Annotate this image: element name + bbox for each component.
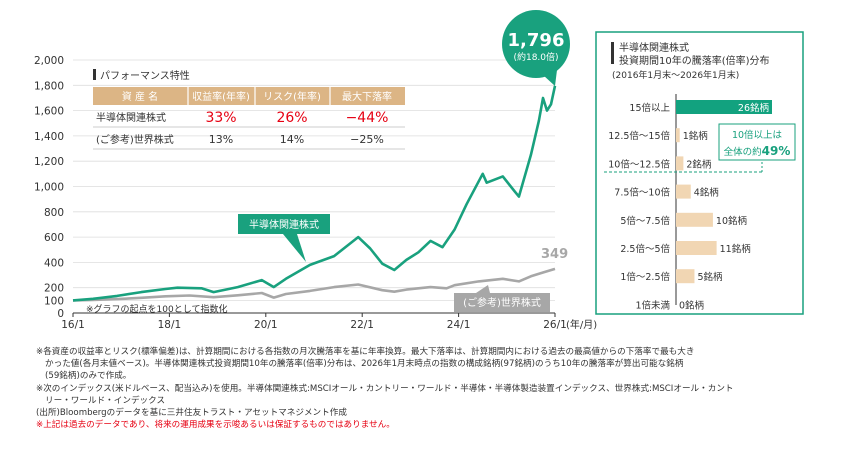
y-tick-label: 0 [57, 308, 64, 320]
footnote-1c: (59銘柄)のみで作成。 [45, 371, 132, 382]
series-line-world [72, 267, 556, 302]
final-value-circle [502, 10, 570, 78]
callout-line1: 10倍以上は [732, 129, 783, 141]
table-col-drawdown: 最大下落率 [342, 90, 392, 103]
y-tick-label: 1,200 [34, 156, 64, 168]
base-note: ※グラフの起点を100として指数化 [86, 303, 227, 315]
table-col-risk: リスク(年率) [263, 90, 321, 103]
footnotes: ※各資産の収益率とリスク(標準偏差)は、計算期間における各指数の月次騰落率を基に… [36, 346, 806, 431]
distribution-bar [676, 156, 684, 171]
callout-percent: 49% [762, 144, 791, 158]
world-label-pointer [476, 285, 490, 293]
y-tick-label: 1,800 [34, 80, 64, 92]
distribution-value-label: 5銘柄 [697, 271, 722, 283]
table-row-world-risk: 14% [280, 133, 304, 146]
distribution-title-line1: 半導体関連株式 [619, 41, 689, 54]
final-value-bubble: 1,796 (約18.0倍) [502, 10, 570, 86]
table-row-semi-drawdown: −44% [346, 110, 389, 126]
footnote-1a: ※各資産の収益率とリスク(標準偏差)は、計算期間における各指数の月次騰落率を基に… [36, 347, 695, 357]
distribution-value-label: 4銘柄 [694, 187, 719, 199]
distribution-title-marker [611, 42, 614, 64]
distribution-category-label: 1倍未満 [635, 299, 670, 311]
performance-heading: パフォーマンス特性 [100, 69, 190, 82]
table-row-semi-name: 半導体関連株式 [96, 111, 166, 124]
x-axis-ticks: 16/1 18/1 20/1 22/1 24/1 26/1 [61, 313, 567, 331]
distribution-bars: 15倍以上 26銘柄 12.5倍〜15倍 1銘柄 10倍〜12.5倍 2銘柄 7.5倍〜10… [608, 100, 772, 311]
final-value-multiple: (約18.0倍) [513, 51, 558, 63]
world-final-value: 349 [541, 247, 568, 262]
distribution-category-label: 12.5倍〜15倍 [608, 130, 670, 142]
distribution-bar [676, 184, 691, 199]
world-series-label: (ご参考)世界株式 [454, 285, 550, 312]
distribution-value-label: 2銘柄 [686, 158, 711, 170]
y-axis-ticks: 2,000 1,800 1,600 1,400 1,200 1,000 800 600 400 2… [34, 55, 64, 320]
line-chart: 2,000 1,800 1,600 1,400 1,200 1,000 800 600 400 2… [34, 10, 804, 331]
table-row-world-drawdown: −25% [350, 133, 384, 146]
distribution-value-label: 0銘柄 [679, 299, 704, 311]
distribution-panel: 半導体関連株式 投資期間10年の騰落率(倍率)分布 (2016年1月末〜2026… [595, 31, 804, 315]
distribution-title-line2: 投資期間10年の騰落率(倍率)分布 [619, 54, 770, 67]
callout-line2-prefix: 全体の約 [724, 146, 762, 158]
semi-series-label: 半導体関連株式 [238, 214, 330, 262]
distribution-value-label: 10銘柄 [716, 215, 747, 227]
distribution-subtitle: (2016年1月末〜2026年1月末) [612, 69, 739, 81]
distribution-category-label: 1倍〜2.5倍 [620, 271, 670, 283]
x-tick-label: 22/1 [350, 319, 374, 331]
y-tick-label: 1,400 [34, 131, 64, 143]
x-tick-label: 26/1 [543, 319, 567, 331]
distribution-bar [676, 241, 717, 255]
semi-label-box [238, 214, 330, 234]
footnote-2a: ※次のインデックス(米ドルベース、配当込み)を使用。半導体関連株式:MSCIオー… [36, 383, 734, 394]
distribution-category-label: 10倍〜12.5倍 [608, 158, 670, 170]
y-tick-label: 600 [44, 232, 64, 244]
footnote-disclaimer: ※上記は過去のデータであり、将来の運用成果を示唆あるいは保証するものではありませ… [36, 420, 395, 431]
distribution-value-label: 11銘柄 [720, 243, 751, 255]
y-tick-label: 800 [44, 207, 64, 219]
semi-label-pointer [283, 234, 306, 262]
distribution-bar [676, 269, 695, 284]
final-value-pointer [543, 70, 557, 86]
table-row-semi-risk: 26% [276, 110, 307, 126]
distribution-value-label: 1銘柄 [683, 130, 708, 142]
table-col-asset: 資 産 名 [122, 90, 158, 103]
world-label-box [454, 293, 550, 312]
distribution-category-label: 2.5倍〜5倍 [620, 243, 670, 255]
y-tick-label: 1,600 [34, 106, 64, 118]
callout-box [718, 123, 796, 161]
distribution-category-label: 7.5倍〜10倍 [614, 187, 670, 199]
footnote-2b: リー・ワールド・インデックス [45, 395, 166, 406]
callout-line2: 全体の約49% [724, 144, 791, 158]
y-tick-label: 200 [44, 283, 64, 295]
world-label-text: (ご参考)世界株式 [463, 296, 541, 309]
semi-label-text: 半導体関連株式 [249, 218, 319, 231]
distribution-value-label: 26銘柄 [738, 102, 769, 114]
x-tick-label: 20/1 [254, 319, 278, 331]
table-row-semi-return: 33% [205, 110, 236, 126]
distribution-category-label: 5倍〜7.5倍 [620, 215, 670, 227]
table-row-world-return: 13% [209, 133, 233, 146]
y-tick-label: 1,000 [34, 182, 64, 194]
x-tick-label: 18/1 [158, 319, 182, 331]
table-col-return: 収益率(年率) [192, 90, 250, 103]
y-tick-label: 400 [44, 257, 64, 269]
y-tick-label: 2,000 [34, 55, 64, 67]
x-tick-label: 24/1 [447, 319, 471, 331]
final-value-number: 1,796 [508, 30, 565, 51]
x-tick-label: 16/1 [61, 319, 85, 331]
distribution-bar [676, 212, 713, 227]
distribution-bar [676, 100, 772, 114]
series-line-semiconductor [72, 85, 557, 302]
distribution-bar [676, 128, 680, 143]
distribution-panel-border [595, 31, 804, 315]
footnote-source: (出所)Bloombergのデータを基に三井住友トラスト・アセットマネジメント作… [36, 408, 347, 419]
table-row-world-name: (ご参考)世界株式 [96, 133, 174, 146]
table-header-bg [93, 87, 405, 105]
x-axis-unit: (年/月) [566, 318, 597, 331]
distribution-category-label: 15倍以上 [629, 102, 670, 114]
performance-heading-marker [93, 69, 96, 80]
footnote-1b: かった値(各月末値ベース)。半導体関連株式投資期間10年の騰落率(倍率)分布は、… [45, 359, 684, 370]
y-tick-label: 100 [44, 295, 64, 307]
performance-table: パフォーマンス特性 資 産 名 収益率(年率) リスク(年率) 最大下落率 半導… [93, 69, 405, 150]
